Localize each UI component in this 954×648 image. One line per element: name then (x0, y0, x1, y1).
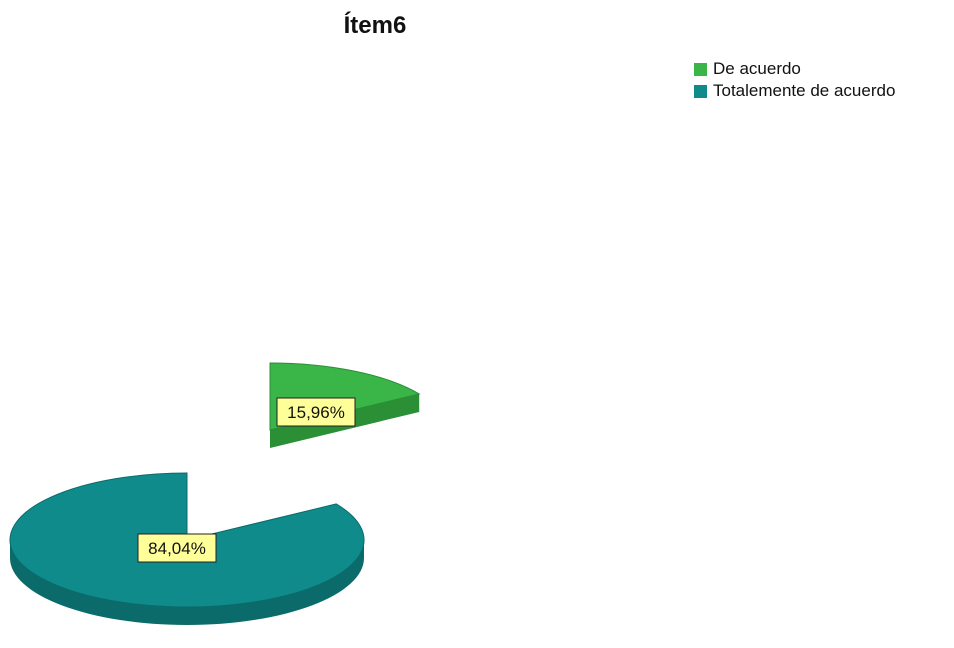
data-label-box-de-acuerdo (276, 397, 356, 427)
legend-label-totalmente-de-acuerdo: Totalemente de acuerdo (713, 81, 896, 100)
legend-item-totalmente-de-acuerdo: Totalemente de acuerdo (694, 80, 895, 102)
legend-item-de-acuerdo: De acuerdo (694, 58, 895, 80)
legend-swatch-de-acuerdo (694, 62, 707, 76)
data-label-totalemente-de-acuerdo: 84,04% (148, 539, 206, 558)
legend: De acuerdo Totalemente de acuerdo (694, 58, 895, 102)
data-label-de-acuerdo: 15,96% (287, 403, 345, 422)
legend-label-de-acuerdo: De acuerdo (713, 59, 801, 78)
pie-side-totalemente-de-acuerdo-0 (10, 540, 364, 625)
legend-swatch-totalmente-de-acuerdo (694, 84, 707, 98)
chart-title: Ítem6 (343, 12, 407, 39)
data-label-box-totalemente-de-acuerdo (137, 533, 217, 563)
pie-slice-totalemente-de-acuerdo (9, 472, 365, 608)
